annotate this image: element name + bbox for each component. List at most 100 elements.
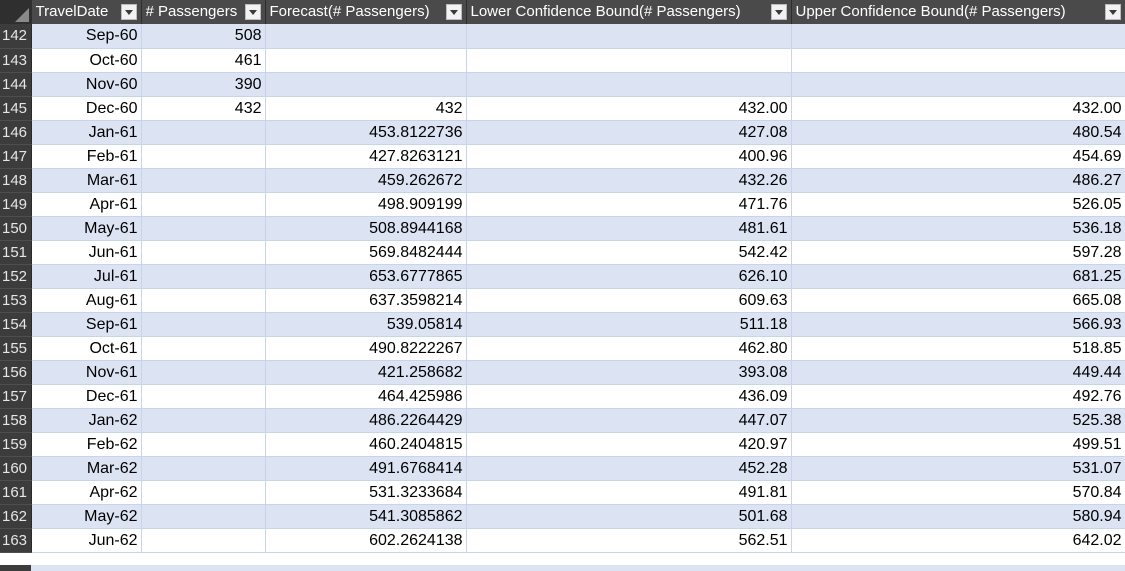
row-number[interactable]: 162 <box>0 504 32 529</box>
cell-lower-bound[interactable]: 436.09 <box>466 384 792 409</box>
cell-upper-bound[interactable]: 499.51 <box>791 432 1125 457</box>
row-number[interactable]: 146 <box>0 120 32 145</box>
column-header-passengers[interactable]: # Passengers <box>141 0 266 24</box>
cell-upper-bound[interactable] <box>791 48 1125 73</box>
cell-upper-bound[interactable] <box>791 72 1125 97</box>
select-all-corner[interactable] <box>0 0 32 24</box>
row-number[interactable]: 152 <box>0 264 32 289</box>
cell-travel-date[interactable]: Jan-61 <box>31 120 142 145</box>
cell-lower-bound[interactable]: 432.26 <box>466 168 792 193</box>
row-number[interactable]: 154 <box>0 312 32 337</box>
cell-forecast[interactable]: 637.3598214 <box>265 288 467 313</box>
row-number[interactable]: 142 <box>0 24 32 49</box>
cell-travel-date[interactable]: Nov-61 <box>31 360 142 385</box>
cell-passengers[interactable] <box>141 240 266 265</box>
column-header-lower-bound[interactable]: Lower Confidence Bound(# Passengers) <box>466 0 792 24</box>
cell-travel-date[interactable]: Jun-61 <box>31 240 142 265</box>
cell-travel-date[interactable]: Feb-61 <box>31 144 142 169</box>
cell-lower-bound[interactable]: 626.10 <box>466 264 792 289</box>
row-number[interactable]: 161 <box>0 480 32 505</box>
cell-upper-bound[interactable]: 642.02 <box>791 528 1125 553</box>
cell-lower-bound[interactable]: 447.07 <box>466 408 792 433</box>
cell-passengers[interactable] <box>141 336 266 361</box>
cell-lower-bound[interactable] <box>466 48 792 73</box>
cell-travel-date[interactable]: Apr-61 <box>31 192 142 217</box>
cell-forecast[interactable]: 491.6768414 <box>265 456 467 481</box>
cell-forecast[interactable]: 653.6777865 <box>265 264 467 289</box>
row-number[interactable]: 153 <box>0 288 32 313</box>
cell-forecast[interactable] <box>265 48 467 73</box>
filter-dropdown-icon[interactable] <box>445 4 462 20</box>
cell-passengers[interactable] <box>141 144 266 169</box>
row-number[interactable]: 148 <box>0 168 32 193</box>
cell-passengers[interactable]: 461 <box>141 48 266 73</box>
row-number[interactable]: 163 <box>0 528 32 553</box>
row-number[interactable]: 158 <box>0 408 32 433</box>
cell-lower-bound[interactable]: 501.68 <box>466 504 792 529</box>
cell-travel-date[interactable]: Jun-62 <box>31 528 142 553</box>
cell-lower-bound[interactable]: 432.00 <box>466 96 792 121</box>
cell-passengers[interactable]: 390 <box>141 72 266 97</box>
cell-upper-bound[interactable]: 531.07 <box>791 456 1125 481</box>
row-number[interactable]: 156 <box>0 360 32 385</box>
cell-upper-bound[interactable]: 492.76 <box>791 384 1125 409</box>
cell-upper-bound[interactable]: 597.28 <box>791 240 1125 265</box>
cell-passengers[interactable]: 432 <box>141 96 266 121</box>
cell-travel-date[interactable]: Sep-60 <box>31 24 142 49</box>
row-number[interactable]: 155 <box>0 336 32 361</box>
cell-forecast[interactable]: 539.05814 <box>265 312 467 337</box>
cell-lower-bound[interactable]: 471.76 <box>466 192 792 217</box>
cell-travel-date[interactable]: Oct-60 <box>31 48 142 73</box>
cell-upper-bound[interactable]: 570.84 <box>791 480 1125 505</box>
cell-lower-bound[interactable]: 511.18 <box>466 312 792 337</box>
cell-passengers[interactable]: 508 <box>141 24 266 49</box>
row-number[interactable]: 149 <box>0 192 32 217</box>
cell-upper-bound[interactable]: 580.94 <box>791 504 1125 529</box>
cell-upper-bound[interactable]: 526.05 <box>791 192 1125 217</box>
cell-lower-bound[interactable]: 452.28 <box>466 456 792 481</box>
cell-forecast[interactable] <box>265 72 467 97</box>
cell-passengers[interactable] <box>141 168 266 193</box>
cell-forecast[interactable]: 490.8222267 <box>265 336 467 361</box>
cell-lower-bound[interactable] <box>466 72 792 97</box>
cell-upper-bound[interactable]: 480.54 <box>791 120 1125 145</box>
row-number[interactable]: 143 <box>0 48 32 73</box>
cell-travel-date[interactable]: Dec-61 <box>31 384 142 409</box>
cell-forecast[interactable]: 498.909199 <box>265 192 467 217</box>
cell-passengers[interactable] <box>141 528 266 553</box>
cell-forecast[interactable]: 541.3085862 <box>265 504 467 529</box>
cell-forecast[interactable]: 602.2624138 <box>265 528 467 553</box>
cell-passengers[interactable] <box>141 456 266 481</box>
row-number[interactable]: 159 <box>0 432 32 457</box>
cell-lower-bound[interactable]: 481.61 <box>466 216 792 241</box>
cell-passengers[interactable] <box>141 360 266 385</box>
cell-travel-date[interactable]: Nov-60 <box>31 72 142 97</box>
cell-forecast[interactable]: 569.8482444 <box>265 240 467 265</box>
cell-passengers[interactable] <box>141 504 266 529</box>
cell-travel-date[interactable]: Mar-61 <box>31 168 142 193</box>
cell-lower-bound[interactable]: 420.97 <box>466 432 792 457</box>
column-header-upper-bound[interactable]: Upper Confidence Bound(# Passengers) <box>791 0 1125 24</box>
cell-forecast[interactable]: 453.8122736 <box>265 120 467 145</box>
column-header-forecast[interactable]: Forecast(# Passengers) <box>265 0 467 24</box>
row-number[interactable]: 160 <box>0 456 32 481</box>
cell-upper-bound[interactable]: 518.85 <box>791 336 1125 361</box>
cell-forecast[interactable] <box>265 24 467 49</box>
cell-passengers[interactable] <box>141 432 266 457</box>
row-number[interactable]: 157 <box>0 384 32 409</box>
cell-forecast[interactable]: 486.2264429 <box>265 408 467 433</box>
cell-forecast[interactable]: 508.8944168 <box>265 216 467 241</box>
row-number[interactable]: 147 <box>0 144 32 169</box>
cell-passengers[interactable] <box>141 288 266 313</box>
cell-travel-date[interactable]: Sep-61 <box>31 312 142 337</box>
row-number[interactable]: 145 <box>0 96 32 121</box>
cell-lower-bound[interactable]: 462.80 <box>466 336 792 361</box>
cell-passengers[interactable] <box>141 264 266 289</box>
column-header-travel-date[interactable]: TravelDate <box>31 0 142 24</box>
cell-forecast[interactable]: 421.258682 <box>265 360 467 385</box>
cell-passengers[interactable] <box>141 384 266 409</box>
cell-travel-date[interactable]: Aug-61 <box>31 288 142 313</box>
cell-forecast[interactable]: 432 <box>265 96 467 121</box>
cell-lower-bound[interactable]: 400.96 <box>466 144 792 169</box>
filter-dropdown-icon[interactable] <box>120 4 137 20</box>
